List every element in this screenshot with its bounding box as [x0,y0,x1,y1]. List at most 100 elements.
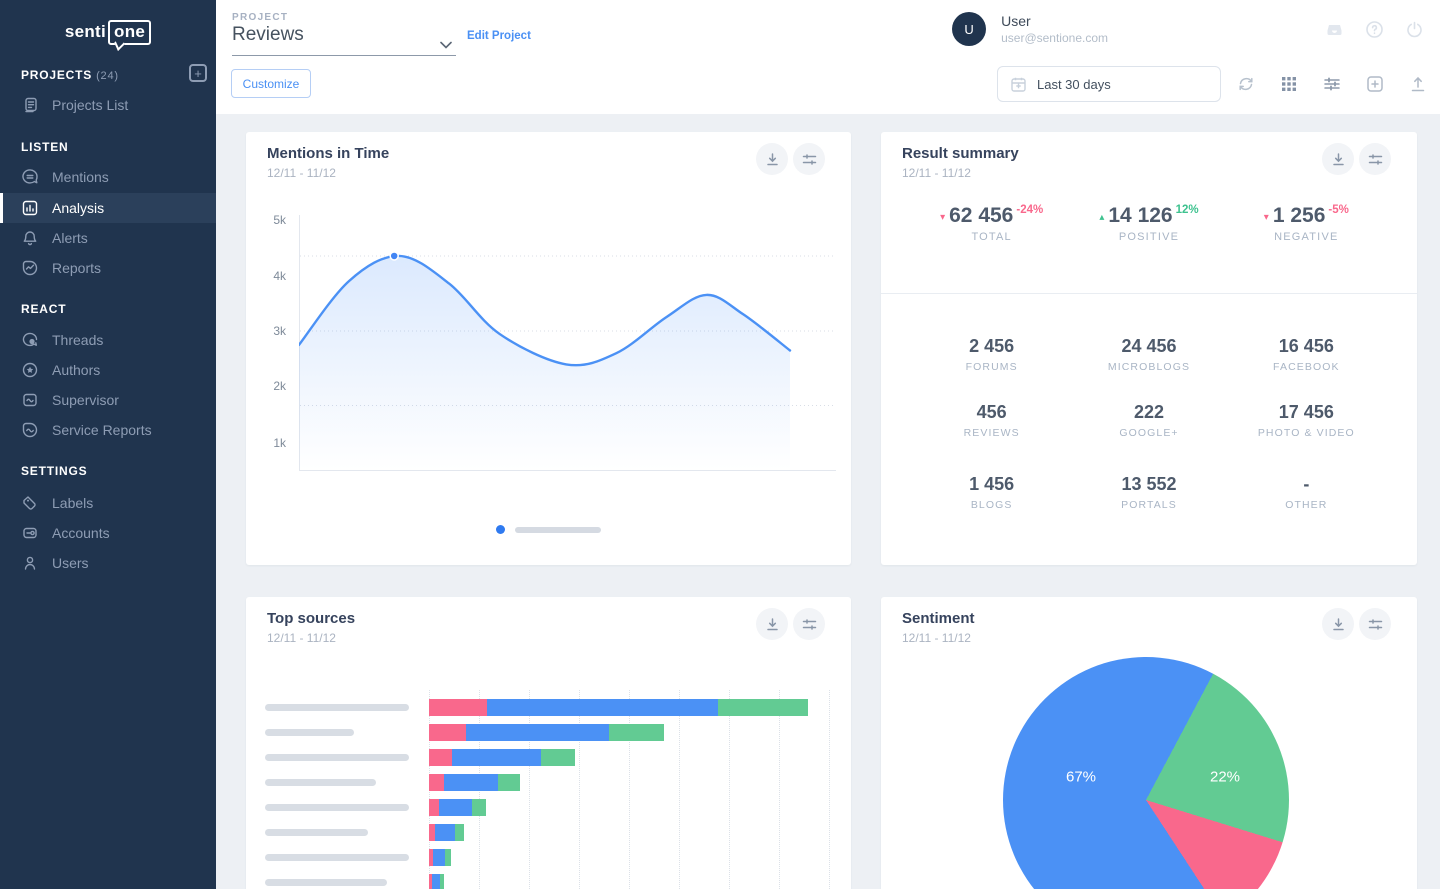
vertical-gridline [579,690,580,889]
download-button[interactable] [1322,608,1354,640]
export-icon[interactable] [1409,75,1427,93]
top-sources-card: Top sources 12/11 - 11/12 [246,597,851,889]
bar-segment-green[interactable] [718,699,808,716]
customize-button[interactable]: Customize [231,69,311,98]
sidebar-item-label: Supervisor [52,392,119,408]
stacked-bar[interactable] [429,799,486,816]
kpi-label: TOTAL [971,231,1012,243]
project-name: Reviews [232,24,304,45]
bar-segment-blue[interactable] [432,874,440,889]
download-button[interactable] [1322,143,1354,175]
sidebar-item-analysis[interactable]: Analysis [0,193,216,223]
vertical-gridline [529,690,530,889]
bar-segment-blue[interactable] [487,699,718,716]
sidebar-item-label: Users [52,555,89,571]
bell-icon [21,229,39,247]
sidebar-item-projects-list[interactable]: Projects List [0,90,216,120]
project-select[interactable]: Reviews [232,24,456,56]
power-icon[interactable] [1405,20,1424,39]
tags-icon [21,494,39,512]
kpi-delta: -24% [1016,204,1044,216]
grid-view-icon[interactable] [1280,75,1298,93]
bar-segment-blue[interactable] [466,724,609,741]
download-button[interactable] [756,143,788,175]
sidebar-item-labels[interactable]: Labels [0,488,216,518]
section-divider [881,293,1417,294]
sentiment-card: Sentiment 12/11 - 11/12 67% 22% [881,597,1417,889]
kpi-row: ▾ 62 456 -24% TOTAL ▴ 14 126 12% POSITIVE ▾ 1… [913,204,1385,243]
bar-segment-pink[interactable] [429,799,439,816]
logo-bubble: one [108,20,152,45]
stacked-bar[interactable] [429,699,808,716]
kpi-value: 62 456 [949,204,1014,227]
add-project-button[interactable]: + [189,64,207,82]
source-row [246,774,851,791]
line-chart[interactable] [299,210,836,470]
bar-segment-green[interactable] [541,749,575,766]
bar-segment-pink[interactable] [429,749,452,766]
stacked-bar[interactable] [429,824,464,841]
stacked-bar[interactable] [429,724,664,741]
trend-down-icon: ▾ [940,212,946,223]
sidebar-item-mentions[interactable]: Mentions [0,162,216,192]
download-button[interactable] [756,608,788,640]
stat-blogs: 1 456 BLOGS [969,474,1015,511]
bar-segment-green[interactable] [498,774,520,791]
bar-segment-blue[interactable] [433,849,445,866]
bar-segment-blue[interactable] [439,799,472,816]
documents-icon [21,96,39,114]
sidebar-item-supervisor[interactable]: Supervisor [0,385,216,415]
data-point-marker[interactable] [389,251,399,261]
bar-segment-pink[interactable] [429,849,433,866]
help-icon[interactable] [1365,20,1384,39]
bar-segment-green[interactable] [609,724,664,741]
user-email: user@sentione.com [1001,31,1108,45]
vertical-gridline [629,690,630,889]
sidebar-item-alerts[interactable]: Alerts [0,223,216,253]
vertical-gridline [779,690,780,889]
bar-segment-pink[interactable] [429,699,487,716]
bar-segment-green[interactable] [440,874,444,889]
stacked-bar[interactable] [429,774,520,791]
user-menu[interactable]: U User user@sentione.com [952,12,1108,46]
date-range-picker[interactable]: Last 30 days [997,66,1221,102]
widget-settings-button[interactable] [1359,608,1391,640]
widget-settings-button[interactable] [1359,143,1391,175]
stacked-bar[interactable] [429,749,575,766]
sidebar-item-users[interactable]: Users [0,548,216,578]
sidebar-item-accounts[interactable]: Accounts [0,518,216,548]
bar-segment-pink[interactable] [429,724,466,741]
edit-project-link[interactable]: Edit Project [467,30,531,42]
chart-legend[interactable] [246,525,851,534]
bar-segment-pink[interactable] [429,874,432,889]
y-axis-tick: 2k [273,379,286,393]
bar-segment-blue[interactable] [452,749,541,766]
stacked-bar[interactable] [429,849,451,866]
bar-segment-green[interactable] [455,824,464,841]
bar-segment-green[interactable] [472,799,486,816]
inbox-icon[interactable] [1325,20,1344,39]
add-widget-icon[interactable] [1366,75,1384,93]
bar-segment-pink[interactable] [429,824,435,841]
sidebar-item-service-reports[interactable]: Service Reports [0,415,216,445]
sidebar-item-reports[interactable]: Reports [0,253,216,283]
brand-logo[interactable]: senti one [0,20,216,45]
stacked-bar[interactable] [429,874,444,889]
react-section-header: REACT [21,302,67,316]
source-row [246,824,851,841]
source-label-skeleton [265,879,387,886]
widget-settings-button[interactable] [793,143,825,175]
stat-photo-video: 17 456 PHOTO & VIDEO [1257,402,1355,439]
sidebar-item-authors[interactable]: Authors [0,355,216,385]
widget-settings-button[interactable] [793,608,825,640]
bar-segment-blue[interactable] [435,824,455,841]
pie-chart[interactable]: 67% 22% [1003,657,1289,889]
bar-segment-pink[interactable] [429,774,444,791]
sidebar-item-threads[interactable]: Threads [0,325,216,355]
bar-segment-blue[interactable] [444,774,498,791]
filters-icon[interactable] [1323,75,1341,93]
bar-segment-green[interactable] [445,849,451,866]
source-row [246,874,851,889]
refresh-icon[interactable] [1237,75,1255,93]
